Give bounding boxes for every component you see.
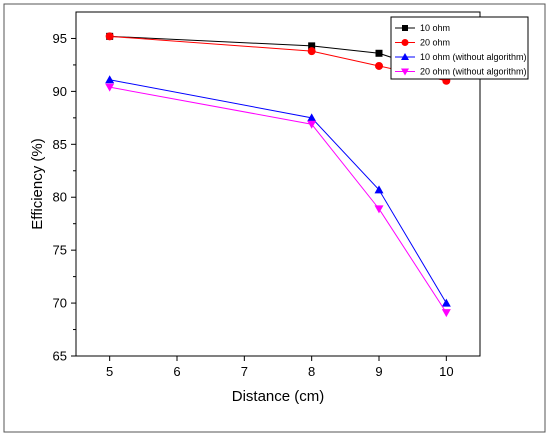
data-point bbox=[307, 47, 316, 56]
data-point bbox=[105, 32, 114, 41]
data-point bbox=[308, 42, 316, 50]
x-tick-label: 8 bbox=[308, 364, 315, 379]
legend-box bbox=[390, 16, 529, 80]
legend: 10 ohm 20 ohm 10 ohm (without algorithm) 20… bbox=[390, 16, 529, 80]
legend-item: 20 ohm bbox=[395, 38, 450, 48]
y-tick-label: 80 bbox=[53, 190, 67, 205]
data-point bbox=[441, 298, 451, 307]
y-tick-label: 95 bbox=[53, 31, 67, 46]
x-tick-label: 6 bbox=[173, 364, 180, 379]
x-axis-title: Distance (cm) bbox=[232, 388, 325, 405]
y-tick-label: 85 bbox=[53, 137, 67, 152]
data-point bbox=[105, 75, 115, 84]
y-tick-label: 75 bbox=[53, 243, 67, 258]
legend-label: 20 ohm bbox=[420, 38, 450, 48]
legend-marker bbox=[401, 39, 409, 46]
x-tick-label: 5 bbox=[106, 364, 113, 379]
series-line bbox=[109, 86, 447, 313]
series-4 bbox=[105, 83, 451, 318]
plot-frame bbox=[75, 11, 481, 357]
y-tick-label: 70 bbox=[53, 296, 67, 311]
data-point bbox=[307, 120, 317, 129]
series-3 bbox=[105, 75, 451, 307]
data-point bbox=[374, 185, 384, 194]
data-point bbox=[374, 205, 384, 214]
data-point bbox=[375, 61, 383, 70]
y-axis-title: Efficiency (%) bbox=[29, 138, 46, 229]
legend-marker bbox=[402, 25, 408, 31]
y-axis: 65 70 75 80 85 90 95 bbox=[53, 31, 76, 364]
legend-item: 10 ohm (without algorithm) bbox=[395, 52, 527, 62]
legend-item: 20 ohm (without algorithm) bbox=[395, 67, 527, 77]
legend-label: 10 ohm bbox=[420, 23, 450, 33]
series-line bbox=[109, 79, 447, 304]
legend-marker bbox=[401, 68, 409, 76]
legend-marker bbox=[401, 53, 409, 60]
x-axis: 5 6 7 8 9 10 bbox=[106, 356, 454, 379]
x-tick-label: 10 bbox=[439, 364, 453, 379]
y-tick-label: 65 bbox=[53, 349, 67, 364]
y-tick-label: 90 bbox=[53, 84, 67, 99]
data-point bbox=[307, 113, 317, 122]
legend-item: 10 ohm bbox=[395, 23, 450, 33]
x-tick-label: 9 bbox=[375, 364, 382, 379]
legend-label: 10 ohm (without algorithm) bbox=[420, 52, 527, 62]
data-point bbox=[375, 49, 383, 57]
legend-label: 20 ohm (without algorithm) bbox=[420, 67, 527, 77]
data-point bbox=[105, 83, 115, 92]
x-tick-label: 7 bbox=[241, 364, 248, 379]
data-point bbox=[441, 309, 451, 318]
